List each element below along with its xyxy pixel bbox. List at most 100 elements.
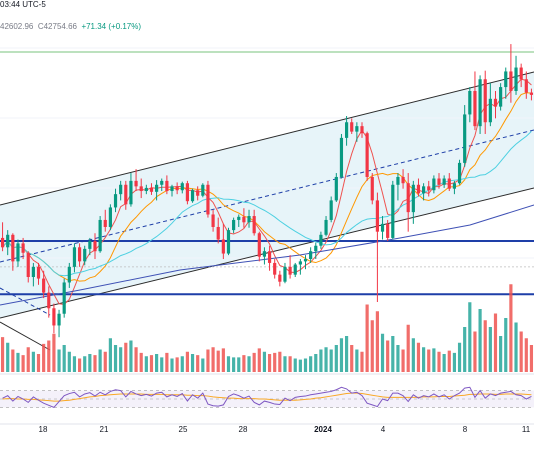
- volume-bar: [529, 345, 534, 372]
- candle-body: [509, 71, 513, 91]
- candle-body: [334, 176, 338, 201]
- volume-bar: [139, 352, 143, 372]
- candle-body: [77, 247, 82, 262]
- volume-bar: [77, 358, 82, 372]
- volume-bar: [221, 348, 225, 372]
- candle-body: [478, 79, 482, 127]
- ohlc-legend: 42602.96 C42754.66 +71.34 (+0.17%): [0, 22, 141, 31]
- candle-body: [488, 98, 492, 123]
- volume-bar: [509, 284, 513, 372]
- volume-bar: [83, 356, 87, 372]
- candle-body: [432, 178, 436, 191]
- candle-body: [437, 178, 441, 185]
- volume-bar: [473, 331, 477, 372]
- volume-bar: [355, 349, 359, 372]
- candle-body: [62, 282, 66, 314]
- ohlc-fragment: 42602.96: [0, 22, 34, 31]
- candle-body: [103, 219, 107, 227]
- volume-bar: [344, 336, 349, 372]
- volume-bar: [201, 358, 205, 372]
- volume-bar: [422, 347, 426, 372]
- volume-bar: [493, 313, 498, 372]
- volume-bar: [149, 355, 154, 372]
- volume-bar: [288, 356, 292, 372]
- volume-bar: [226, 356, 231, 372]
- candle-body: [165, 180, 169, 192]
- candle-body: [16, 243, 20, 262]
- volume-bar: [134, 347, 138, 372]
- extension-line: [0, 321, 51, 351]
- candle-body: [406, 183, 410, 213]
- channel-fill-layer: [0, 72, 534, 318]
- candle-body: [524, 79, 528, 93]
- volume-bar: [0, 337, 5, 372]
- volume-bar: [72, 356, 77, 372]
- candle-body: [52, 308, 56, 326]
- volume-bar: [185, 351, 190, 372]
- candle-body: [0, 237, 5, 248]
- candle-body: [391, 184, 395, 238]
- volume-bar: [129, 340, 133, 372]
- candle-body: [339, 137, 344, 177]
- candle-body: [88, 241, 92, 249]
- volume-bar: [447, 350, 451, 372]
- trend-channel-fill: [0, 72, 534, 318]
- candle-body: [309, 251, 313, 260]
- volume-bar: [267, 354, 272, 372]
- volume-bar: [514, 322, 518, 372]
- candle-body: [324, 219, 328, 235]
- candle-body: [519, 67, 523, 80]
- volume-bar: [293, 358, 297, 372]
- volume-bar: [370, 320, 374, 372]
- volume-bar: [11, 349, 15, 372]
- change-value: +71.34 (+0.17%): [81, 22, 142, 31]
- candle-body: [144, 187, 148, 192]
- candle-body: [57, 313, 61, 326]
- volume-bar: [278, 351, 282, 372]
- volume-bar: [216, 350, 220, 372]
- volume-bar: [160, 357, 164, 372]
- volume-bar: [478, 309, 482, 372]
- volume-bar: [21, 355, 25, 372]
- candle-body: [247, 216, 251, 223]
- channel-mid-line: [0, 129, 534, 263]
- volume-bar: [483, 320, 487, 372]
- x-tick-label: 21: [100, 425, 109, 434]
- rsi-ma-line: [2, 392, 532, 402]
- volume-bar: [365, 304, 369, 372]
- candle-body: [201, 184, 205, 196]
- grid-layer: [0, 47, 534, 259]
- volume-bar: [42, 343, 46, 372]
- x-tick-label: 18: [39, 425, 48, 434]
- volume-bar: [262, 351, 267, 372]
- candle-body: [278, 274, 282, 282]
- candle-body: [350, 122, 354, 132]
- close-label: C: [37, 22, 44, 31]
- volume-bar: [375, 311, 379, 372]
- volume-bar: [427, 349, 431, 372]
- candle-body: [226, 230, 231, 254]
- candle-body: [375, 200, 379, 232]
- candle-body: [42, 278, 46, 293]
- candle-body: [129, 180, 133, 205]
- x-tick-label: 25: [179, 425, 188, 434]
- candle-body: [427, 186, 431, 191]
- candle-body: [67, 266, 71, 283]
- candle-body: [232, 219, 236, 231]
- candle-body: [160, 180, 164, 185]
- candle-body: [288, 266, 292, 275]
- volume-bar: [257, 348, 261, 372]
- candle-body: [293, 264, 297, 275]
- candle-layer: [0, 44, 534, 338]
- candle-body: [216, 226, 220, 240]
- volume-bar: [242, 355, 246, 372]
- volume-bar: [232, 357, 236, 372]
- candle-body: [93, 241, 97, 252]
- volume-bar: [499, 336, 503, 372]
- volume-bar: [98, 349, 102, 372]
- volume-bar: [31, 351, 35, 372]
- candle-body: [98, 219, 102, 252]
- candle-body: [380, 223, 385, 232]
- volume-bar: [247, 356, 251, 372]
